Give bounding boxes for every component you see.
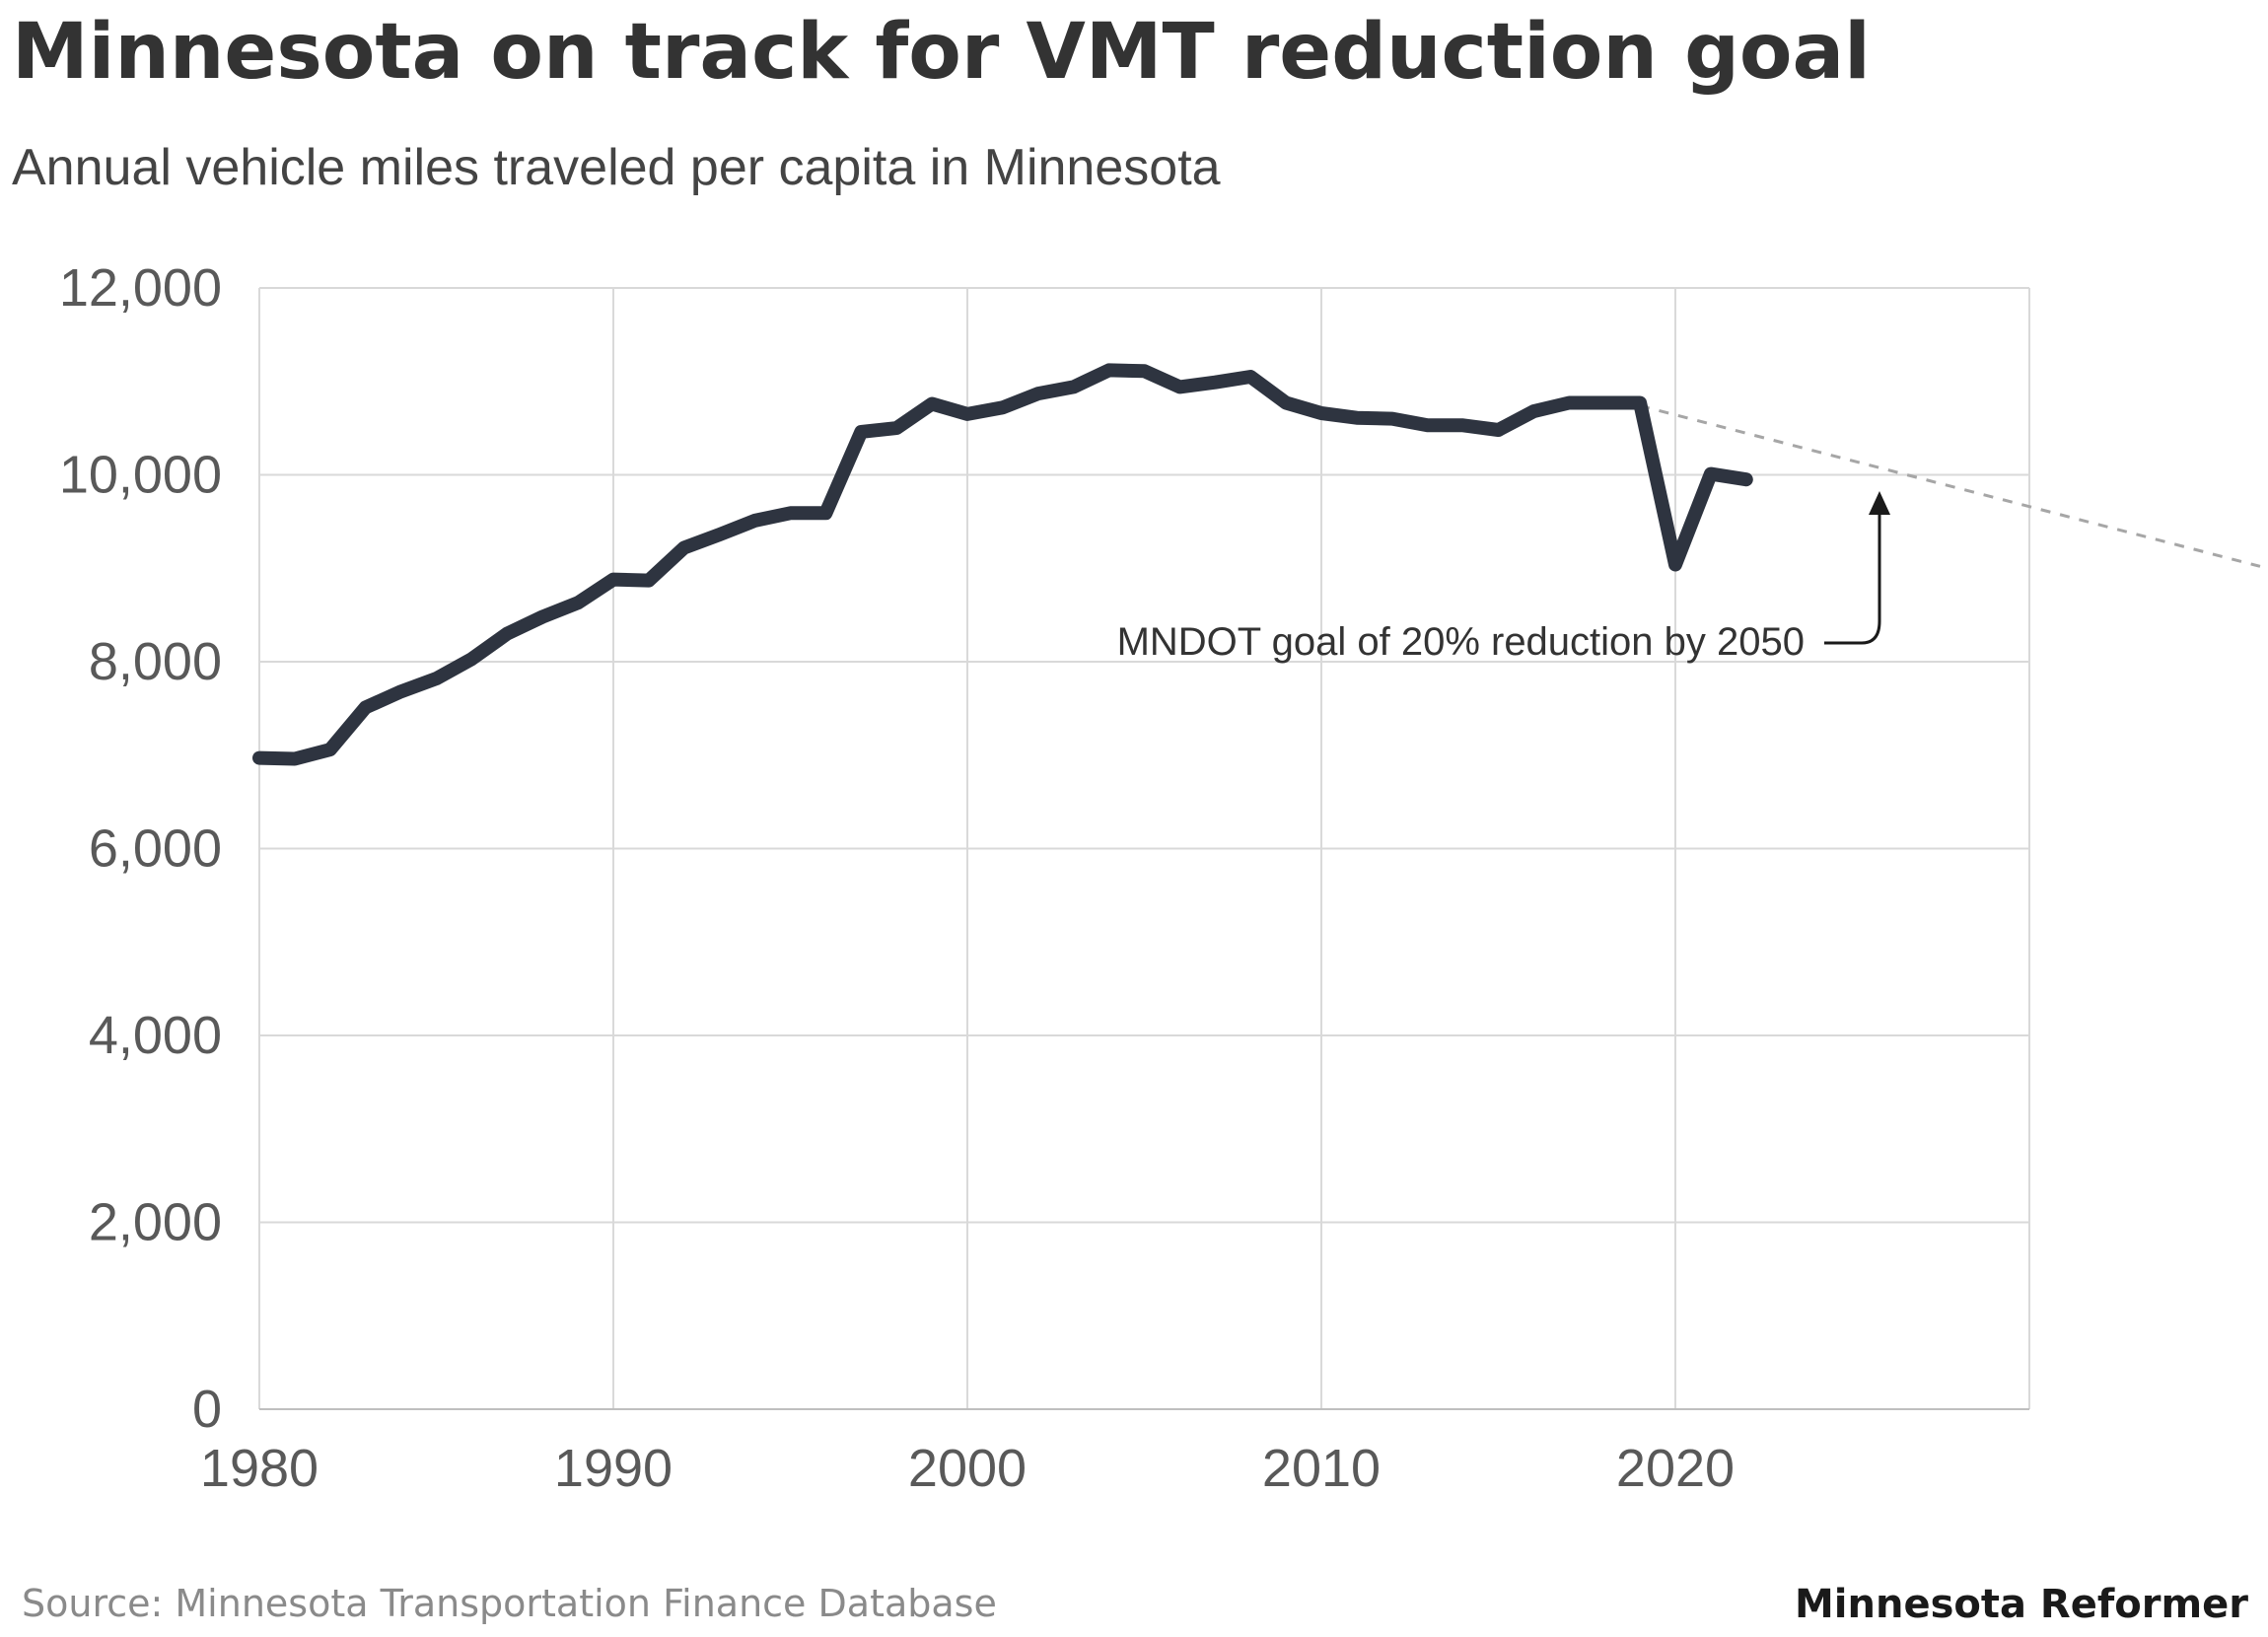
goal-trend-line (1639, 403, 2261, 568)
vmt-series-line (252, 363, 1753, 766)
x-tick-label: 1980 (200, 1439, 319, 1498)
source-note: Source: Minnesota Transportation Finance… (22, 1582, 997, 1625)
y-tick-label: 10,000 (59, 446, 222, 505)
chart-title: Minnesota on track for VMT reduction goa… (12, 8, 1871, 97)
goal-line-group (1639, 403, 2261, 568)
y-tick-label: 12,000 (59, 258, 222, 318)
annotation-arrowhead (1869, 491, 1890, 515)
chart-subtitle: Annual vehicle miles traveled per capita… (12, 139, 1221, 196)
series-group (252, 363, 1753, 766)
chart-axes: 0 2,000 4,000 6,000 8,000 10,000 12,000 1980 199… (59, 258, 2029, 1498)
y-tick-label: 4,000 (89, 1006, 222, 1065)
chart-gridlines (258, 287, 2030, 1410)
annotation-group: MNDOT goal of 20% reduction by 2050 (1117, 491, 1890, 664)
annotation-arrow-connector (1824, 505, 1881, 645)
x-tick-label: 2020 (1616, 1439, 1735, 1498)
y-tick-label: 6,000 (89, 819, 222, 879)
x-tick-label: 1990 (554, 1439, 673, 1498)
publisher-logo-text: Minnesota Reformer (1795, 1582, 2248, 1627)
y-tick-label: 2,000 (89, 1193, 222, 1252)
y-tick-label: 0 (192, 1380, 222, 1439)
x-tick-label: 2010 (1262, 1439, 1381, 1498)
y-tick-label: 8,000 (89, 632, 222, 691)
goal-annotation-label: MNDOT goal of 20% reduction by 2050 (1117, 620, 1805, 664)
x-tick-label: 2000 (908, 1439, 1027, 1498)
